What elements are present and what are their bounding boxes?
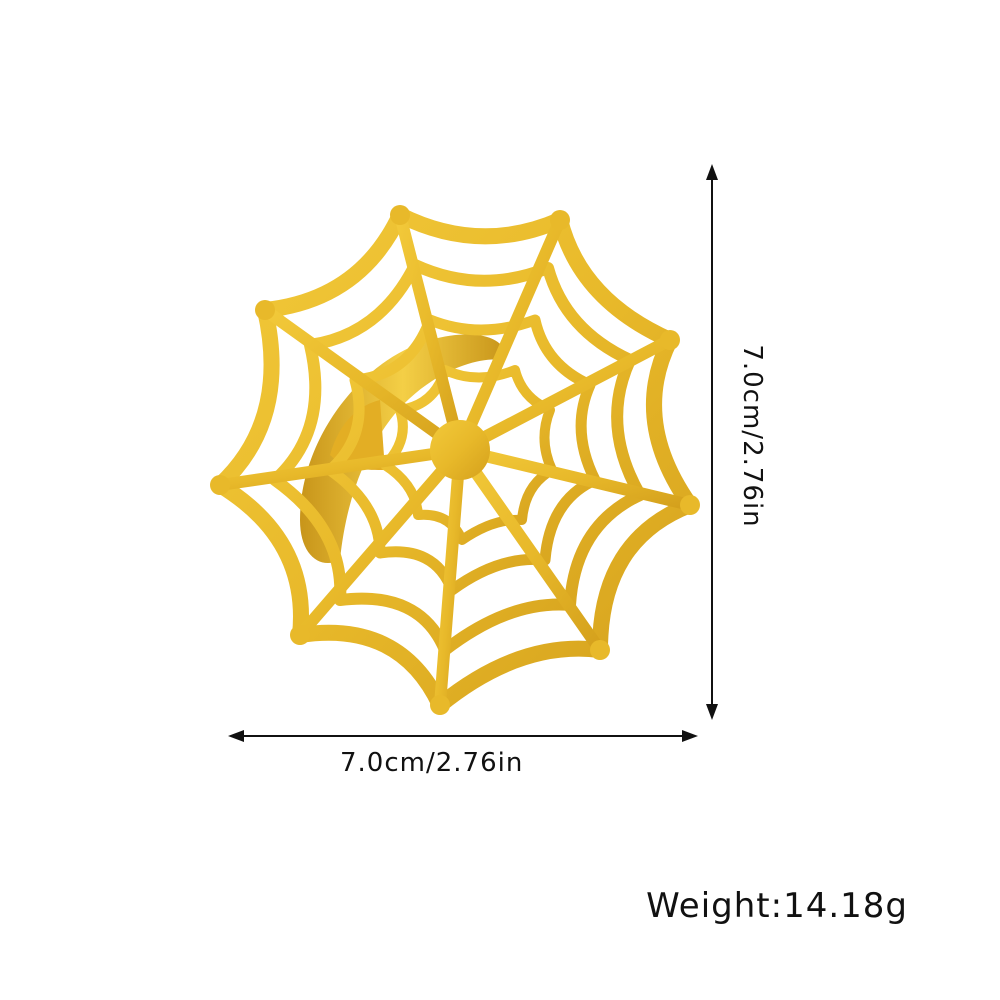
height-dimension-label: 7.0cm/2.76in — [737, 344, 767, 528]
width-dimension-arrow — [228, 730, 698, 742]
width-dimension-label: 7.0cm/2.76in — [340, 748, 524, 778]
web-tips — [210, 205, 700, 715]
spider-web — [212, 207, 698, 713]
height-dimension-arrow — [706, 164, 718, 720]
weight-label: Weight:14.18g — [646, 886, 908, 926]
web-center-hub — [430, 420, 490, 480]
